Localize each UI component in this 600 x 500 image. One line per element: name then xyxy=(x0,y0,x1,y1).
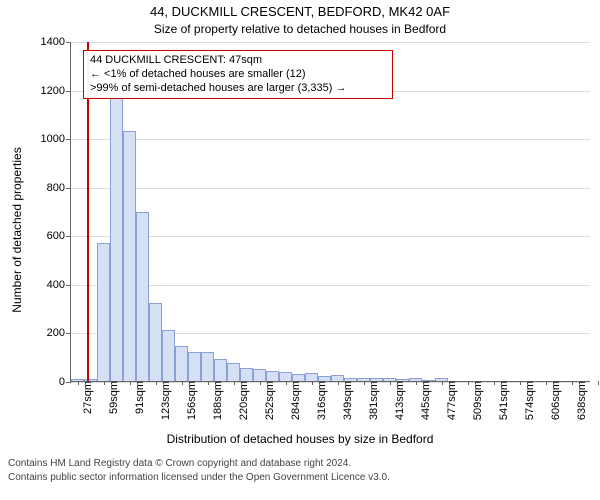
y-gridline xyxy=(71,188,590,189)
x-tick-label: 220sqm xyxy=(234,381,250,420)
histogram-bar xyxy=(305,373,318,381)
histogram-bar xyxy=(279,372,292,381)
x-tick xyxy=(208,381,209,385)
footer-line-2: Contains public sector information licen… xyxy=(8,472,390,484)
x-tick-label: 349sqm xyxy=(338,381,354,420)
x-tick-label: 188sqm xyxy=(208,381,224,420)
y-tick xyxy=(66,285,71,286)
x-tick xyxy=(416,381,417,385)
x-tick xyxy=(546,381,547,385)
x-tick-label: 574sqm xyxy=(520,381,536,420)
x-tick-label: 316sqm xyxy=(312,381,328,420)
annotation-line: >99% of semi-detached houses are larger … xyxy=(90,82,386,96)
histogram-bar xyxy=(97,243,110,381)
histogram-bar xyxy=(188,352,201,381)
y-gridline xyxy=(71,382,590,383)
annotation-line: 44 DUCKMILL CRESCENT: 47sqm xyxy=(90,54,386,68)
x-tick xyxy=(130,381,131,385)
x-tick xyxy=(442,381,443,385)
x-tick xyxy=(494,381,495,385)
histogram-bar xyxy=(240,368,253,381)
y-tick xyxy=(66,188,71,189)
histogram-bar xyxy=(201,352,214,381)
x-tick xyxy=(338,381,339,385)
histogram-bar xyxy=(136,212,149,381)
histogram-bar xyxy=(175,346,188,381)
x-tick-label: 381sqm xyxy=(364,381,380,420)
x-tick-label: 156sqm xyxy=(182,381,198,420)
x-axis-label: Distribution of detached houses by size … xyxy=(0,432,600,446)
chart-title: 44, DUCKMILL CRESCENT, BEDFORD, MK42 0AF xyxy=(0,4,600,19)
histogram-bar xyxy=(214,359,227,381)
y-tick xyxy=(66,91,71,92)
x-tick-label: 606sqm xyxy=(546,381,562,420)
x-tick-label: 541sqm xyxy=(494,381,510,420)
histogram-bar xyxy=(110,96,123,381)
x-tick xyxy=(182,381,183,385)
chart-subtitle: Size of property relative to detached ho… xyxy=(0,22,600,36)
annotation-box: 44 DUCKMILL CRESCENT: 47sqm← <1% of deta… xyxy=(83,50,393,99)
histogram-bar xyxy=(253,369,266,381)
histogram-bar xyxy=(292,374,305,381)
x-tick-label: 252sqm xyxy=(260,381,276,420)
x-tick xyxy=(156,381,157,385)
histogram-bar xyxy=(149,303,162,381)
histogram-bar xyxy=(266,371,279,381)
y-tick xyxy=(66,382,71,383)
x-tick-label: 413sqm xyxy=(390,381,406,420)
x-tick xyxy=(572,381,573,385)
y-gridline xyxy=(71,139,590,140)
x-tick xyxy=(520,381,521,385)
x-tick xyxy=(598,381,599,385)
y-gridline xyxy=(71,42,590,43)
y-axis-label: Number of detached properties xyxy=(10,147,24,312)
histogram-bar xyxy=(227,363,240,381)
x-tick-label: 91sqm xyxy=(130,381,146,414)
histogram-bar xyxy=(162,330,175,381)
footer-line-1: Contains HM Land Registry data © Crown c… xyxy=(8,458,351,470)
x-tick-label: 638sqm xyxy=(572,381,588,420)
x-tick-label: 284sqm xyxy=(286,381,302,420)
y-tick xyxy=(66,333,71,334)
x-tick-label: 445sqm xyxy=(416,381,432,420)
chart-page: 44, DUCKMILL CRESCENT, BEDFORD, MK42 0AF… xyxy=(0,0,600,500)
x-tick xyxy=(286,381,287,385)
x-tick xyxy=(104,381,105,385)
x-tick-label: 509sqm xyxy=(468,381,484,420)
x-tick xyxy=(78,381,79,385)
annotation-line: ← <1% of detached houses are smaller (12… xyxy=(90,68,386,82)
x-tick-label: 477sqm xyxy=(442,381,458,420)
x-tick xyxy=(468,381,469,385)
x-tick-label: 59sqm xyxy=(104,381,120,414)
plot-area: 020040060080010001200140027sqm59sqm91sqm… xyxy=(70,42,590,382)
x-tick xyxy=(260,381,261,385)
y-tick xyxy=(66,42,71,43)
x-tick-label: 27sqm xyxy=(78,381,94,414)
y-tick xyxy=(66,236,71,237)
y-tick xyxy=(66,139,71,140)
x-tick xyxy=(364,381,365,385)
x-tick xyxy=(234,381,235,385)
histogram-bar xyxy=(123,131,136,381)
x-tick xyxy=(312,381,313,385)
x-tick-label: 123sqm xyxy=(156,381,172,420)
y-axis-label-wrap: Number of detached properties xyxy=(10,80,24,380)
x-tick xyxy=(390,381,391,385)
